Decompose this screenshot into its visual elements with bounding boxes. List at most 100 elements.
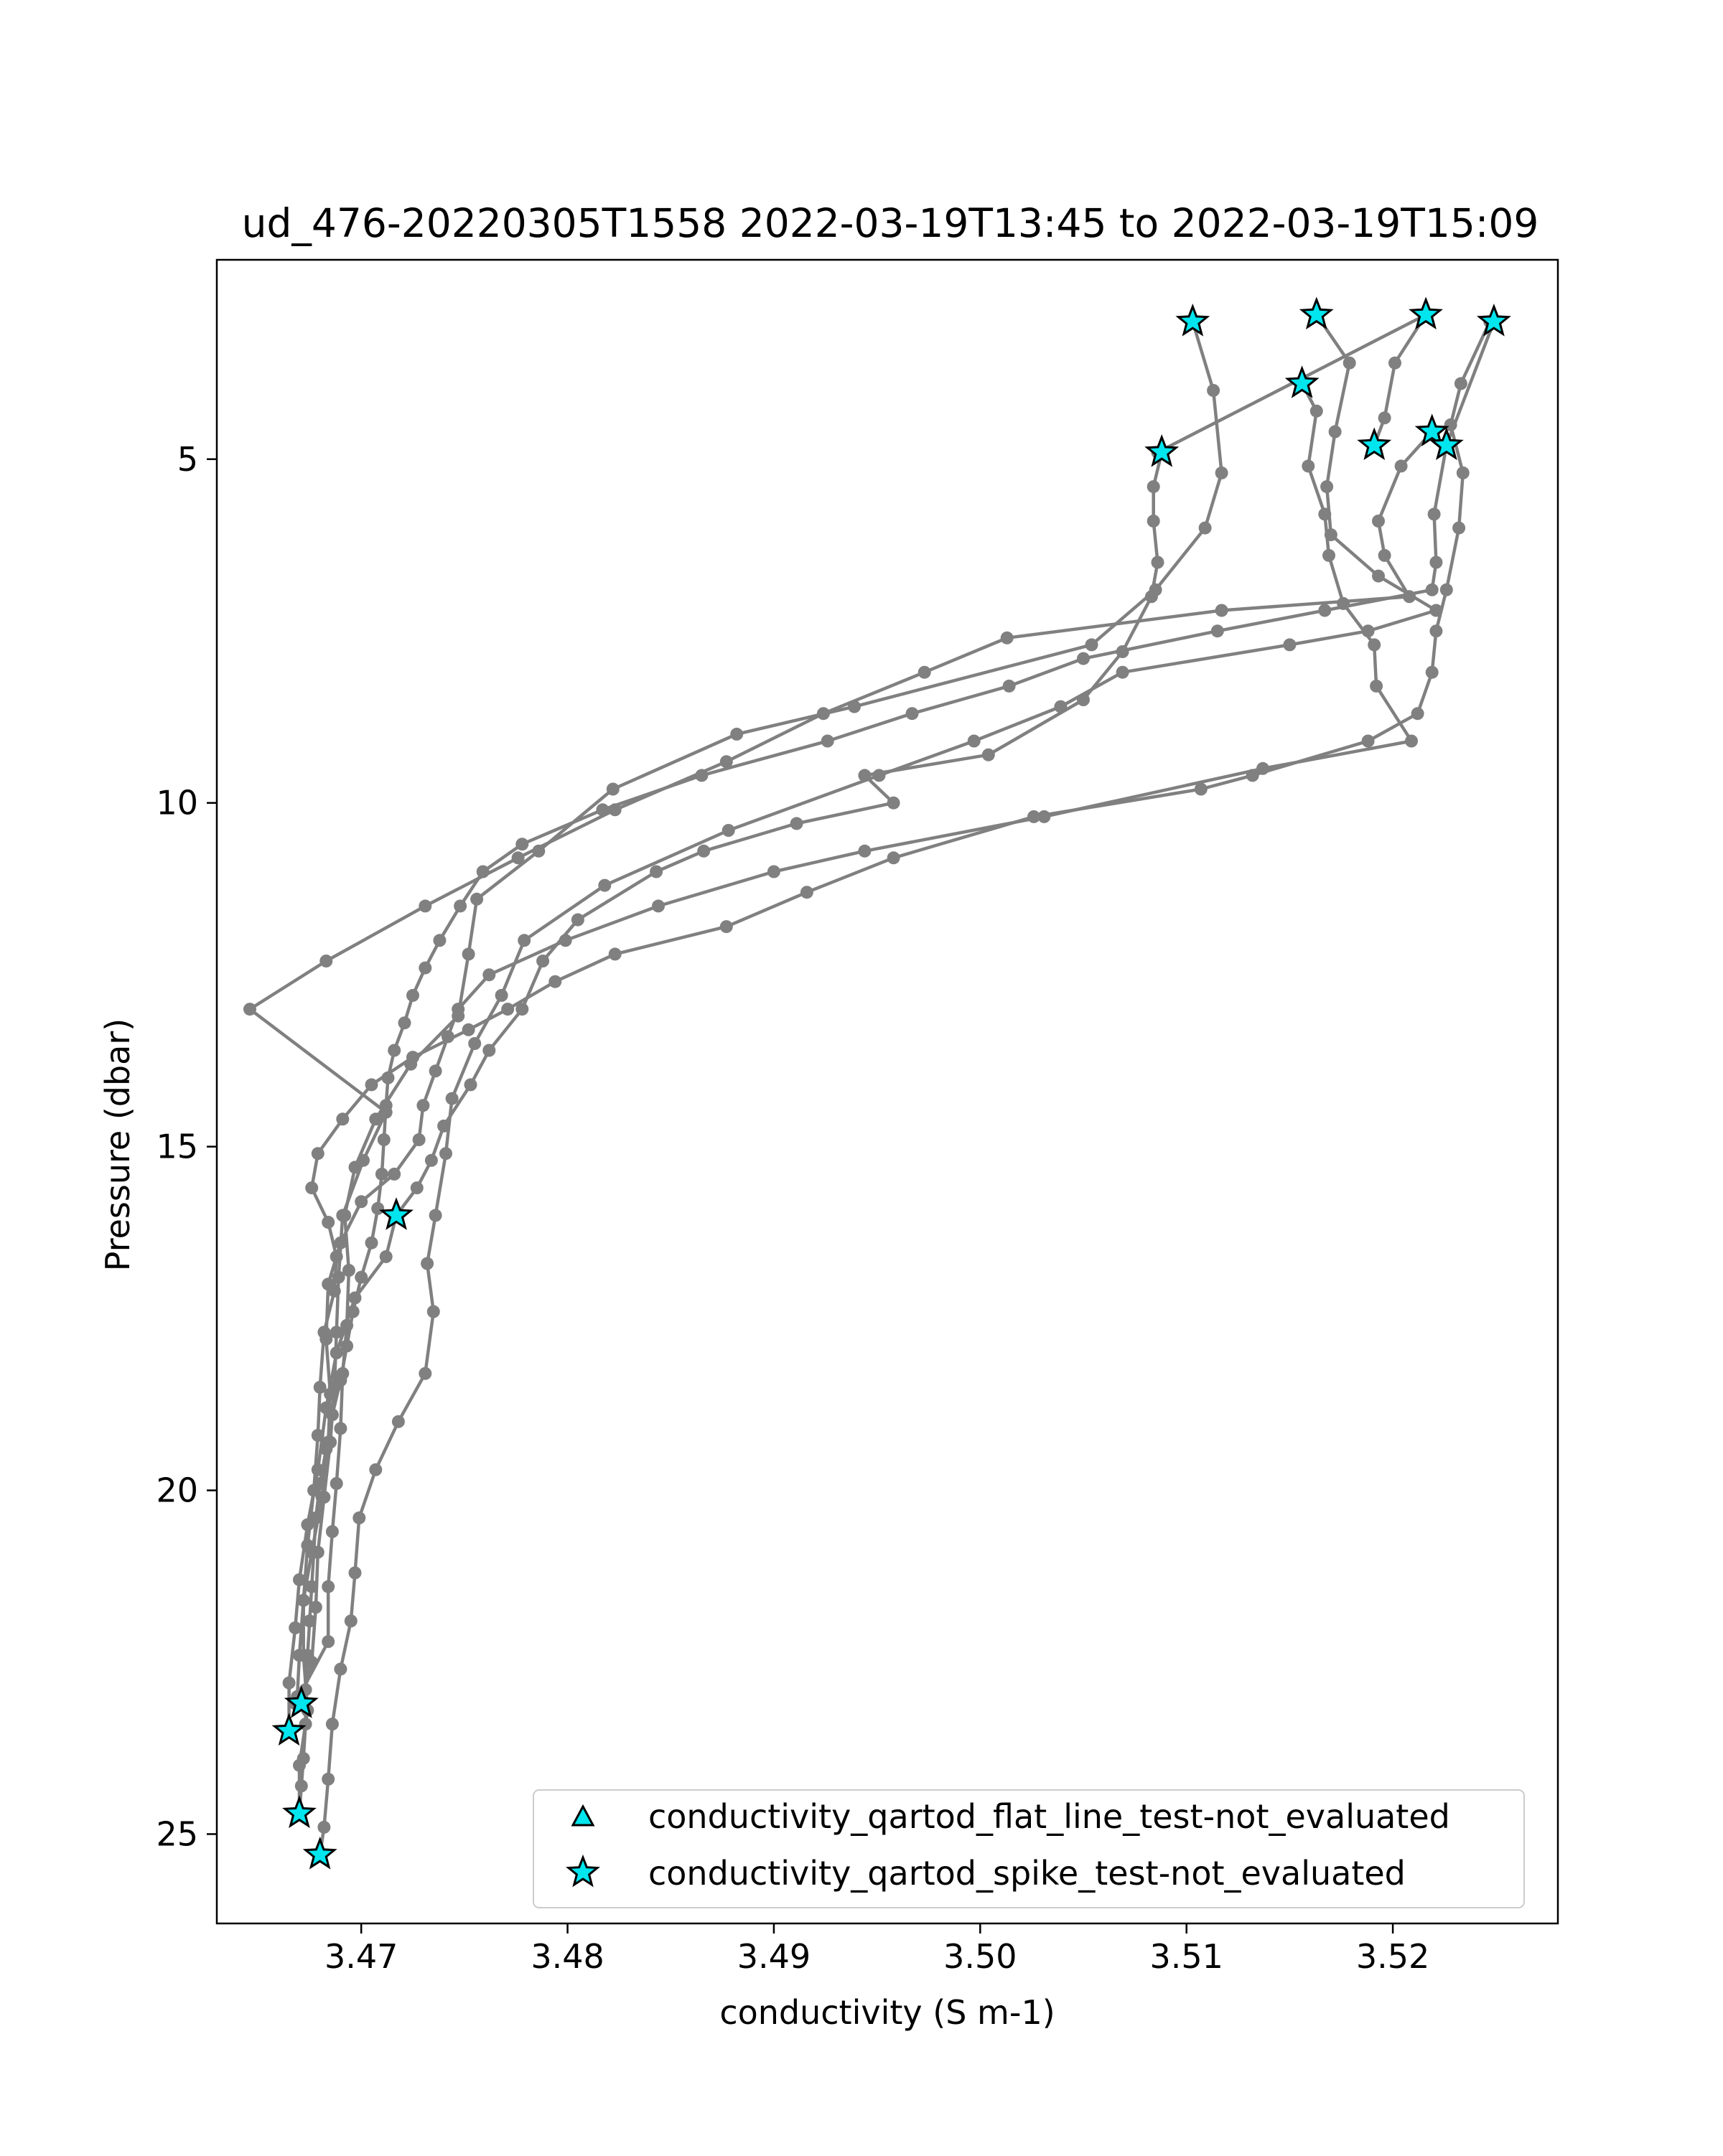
data-point [307,1545,321,1559]
spike-flag-star-marker [1429,427,1464,460]
data-point [313,1477,327,1490]
data-point [293,1573,306,1587]
data-point [452,1003,465,1016]
chart-title: ud_476-20220305T1558 2022-03-19T13:45 to… [242,200,1539,246]
data-point [379,1250,393,1263]
data-point [1429,624,1443,638]
spike-flag-star-marker [1299,296,1334,329]
data-point [800,886,813,899]
data-point [468,1037,482,1050]
data-point [767,865,780,878]
data-point [536,955,550,967]
spike-flag-star-marker [271,1712,307,1746]
data-point [336,1209,350,1222]
y-axis-ticks: 5 10 15 20 25 [156,440,217,1853]
data-point [1116,665,1129,679]
data-point [317,1491,331,1504]
data-point [1425,583,1439,596]
data-point [1394,459,1408,473]
data-point [515,838,529,851]
data-point [1207,384,1220,397]
x-axis-ticks: 3.47 3.48 3.49 3.50 3.51 3.52 [324,1923,1429,1976]
data-point [282,1676,296,1689]
data-point [1054,700,1068,713]
data-point [336,1112,350,1126]
data-point [365,1236,378,1250]
data-point [1425,665,1439,679]
data-point [1215,604,1228,617]
data-point [1378,548,1391,562]
data-point [559,934,572,947]
data-point [342,1264,355,1277]
data-point [388,1167,401,1181]
y-tick-label: 10 [156,784,198,822]
data-point [406,988,419,1002]
data-point [1000,631,1014,645]
data-point [482,1044,496,1057]
data-point [398,1016,411,1030]
legend-label-spike: conductivity_qartod_spike_test-not_evalu… [648,1854,1406,1893]
data-point [243,1003,256,1016]
data-point [730,727,744,741]
data-point [719,755,733,769]
data-point [1144,590,1158,604]
data-point [650,865,663,878]
data-point [369,1463,383,1476]
data-point [319,1443,333,1456]
data-point [348,1566,362,1580]
data-point [1378,411,1391,425]
data-point [340,1339,354,1353]
data-point [1322,548,1335,562]
data-point [412,1133,426,1146]
data-point [1085,638,1098,652]
data-point [1452,521,1466,535]
data-point [697,844,711,858]
x-axis-label: conductivity (S m-1) [719,1993,1055,2032]
data-point [887,851,900,865]
data-point [1372,569,1385,583]
data-point [371,1201,385,1215]
data-point [301,1649,314,1662]
data-point [311,1428,324,1442]
data-point [334,1662,347,1676]
data-point [1320,480,1334,494]
data-point [357,1153,370,1167]
star-marker-icon [566,1854,600,1888]
data-point [967,734,981,748]
data-point [381,1071,395,1084]
data-point [289,1621,302,1635]
spike-flag-star-marker [1175,304,1210,337]
data-point [872,769,886,782]
data-point [317,1326,331,1339]
data-point [905,707,919,721]
data-point [377,1133,391,1146]
x-tick-label: 3.47 [324,1937,398,1976]
data-point [334,1374,347,1387]
data-point [1429,556,1443,569]
profile-line [287,451,1164,1731]
data-point [317,1820,331,1834]
data-point [1411,707,1424,721]
data-point [419,899,432,913]
data-point [421,1257,434,1270]
data-point [719,920,733,934]
data-point [858,844,872,858]
data-point [515,1003,529,1016]
data-point [433,934,447,947]
y-tick-label: 20 [156,1471,198,1510]
data-point [1302,459,1315,473]
data-point [1370,679,1383,693]
data-point [424,1153,438,1167]
data-point [325,1408,339,1422]
spike-flag-star-marker [1357,427,1392,460]
triangle-marker-icon [571,1804,595,1827]
data-point [305,1181,319,1195]
data-point [1318,604,1332,617]
data-point [426,1305,440,1318]
data-point [1151,556,1164,569]
data-point [313,1380,327,1394]
data-point [416,1099,430,1112]
data-point [419,1367,432,1380]
data-point [548,975,562,988]
data-point [1328,425,1342,439]
